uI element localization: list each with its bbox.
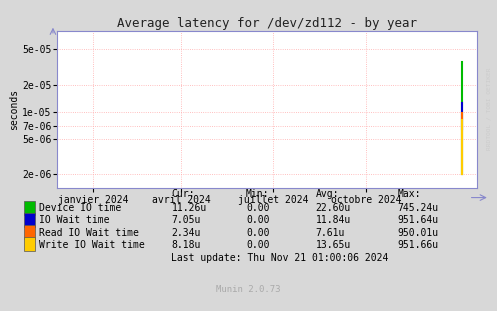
Text: 0.00: 0.00 bbox=[246, 203, 269, 213]
Text: 11.84u: 11.84u bbox=[316, 216, 351, 225]
Text: 0.00: 0.00 bbox=[246, 240, 269, 250]
Text: Device IO time: Device IO time bbox=[39, 203, 121, 213]
Text: Write IO Wait time: Write IO Wait time bbox=[39, 240, 145, 250]
Text: 13.65u: 13.65u bbox=[316, 240, 351, 250]
Text: IO Wait time: IO Wait time bbox=[39, 216, 109, 225]
Text: 22.60u: 22.60u bbox=[316, 203, 351, 213]
Text: RRDTOOL / TOBI OETIKER: RRDTOOL / TOBI OETIKER bbox=[486, 67, 491, 150]
Text: Cur:: Cur: bbox=[171, 188, 195, 198]
Text: 745.24u: 745.24u bbox=[398, 203, 439, 213]
Text: Read IO Wait time: Read IO Wait time bbox=[39, 228, 139, 238]
Text: Min:: Min: bbox=[246, 188, 269, 198]
Text: 951.66u: 951.66u bbox=[398, 240, 439, 250]
Text: 7.61u: 7.61u bbox=[316, 228, 345, 238]
Text: 950.01u: 950.01u bbox=[398, 228, 439, 238]
Text: 8.18u: 8.18u bbox=[171, 240, 201, 250]
Text: Max:: Max: bbox=[398, 188, 421, 198]
Text: Munin 2.0.73: Munin 2.0.73 bbox=[216, 285, 281, 294]
Text: 951.64u: 951.64u bbox=[398, 216, 439, 225]
Text: Last update: Thu Nov 21 01:00:06 2024: Last update: Thu Nov 21 01:00:06 2024 bbox=[171, 253, 389, 262]
Text: 7.05u: 7.05u bbox=[171, 216, 201, 225]
Title: Average latency for /dev/zd112 - by year: Average latency for /dev/zd112 - by year bbox=[117, 17, 417, 30]
Text: 11.26u: 11.26u bbox=[171, 203, 207, 213]
Text: 2.34u: 2.34u bbox=[171, 228, 201, 238]
Text: Avg:: Avg: bbox=[316, 188, 339, 198]
Text: 0.00: 0.00 bbox=[246, 228, 269, 238]
Y-axis label: seconds: seconds bbox=[9, 89, 19, 130]
Text: 0.00: 0.00 bbox=[246, 216, 269, 225]
